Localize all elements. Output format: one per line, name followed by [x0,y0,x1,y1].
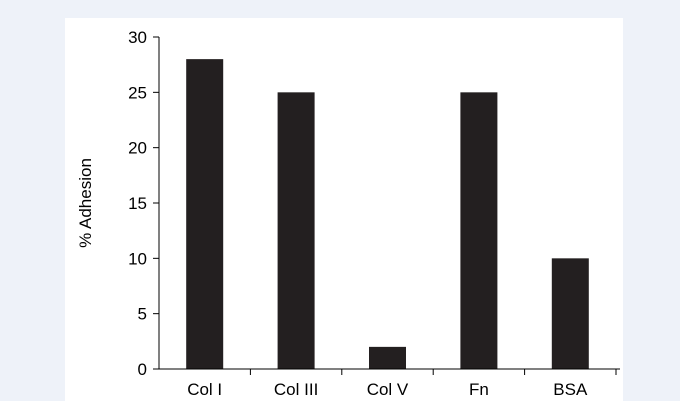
x-category-label: Col I [187,380,222,399]
x-category-label: Col V [367,380,409,399]
x-ticks: Col I Col III Col V Fn BSA [187,369,617,399]
y-tick-label: 25 [128,83,147,102]
y-tick-label: 0 [138,360,147,379]
bar-group [186,59,589,370]
y-tick-label: 15 [128,194,147,213]
bar-col-i [186,59,224,370]
bar-col-v [369,346,406,369]
y-tick-label: 30 [128,28,147,47]
chart-background [65,18,623,401]
y-tick-label: 5 [138,305,147,324]
x-category-label: Fn [469,380,489,399]
y-tick-label: 10 [128,249,147,268]
y-ticks: 0 5 10 15 20 25 30 [128,28,159,379]
x-category-label: Col III [274,380,318,399]
bar-col-iii [277,92,315,369]
x-category-label: BSA [553,380,588,399]
y-tick-label: 20 [128,139,147,158]
y-axis-title: % Adhesion [76,158,95,248]
bar-bsa [551,258,589,369]
bar-fn [460,92,498,369]
